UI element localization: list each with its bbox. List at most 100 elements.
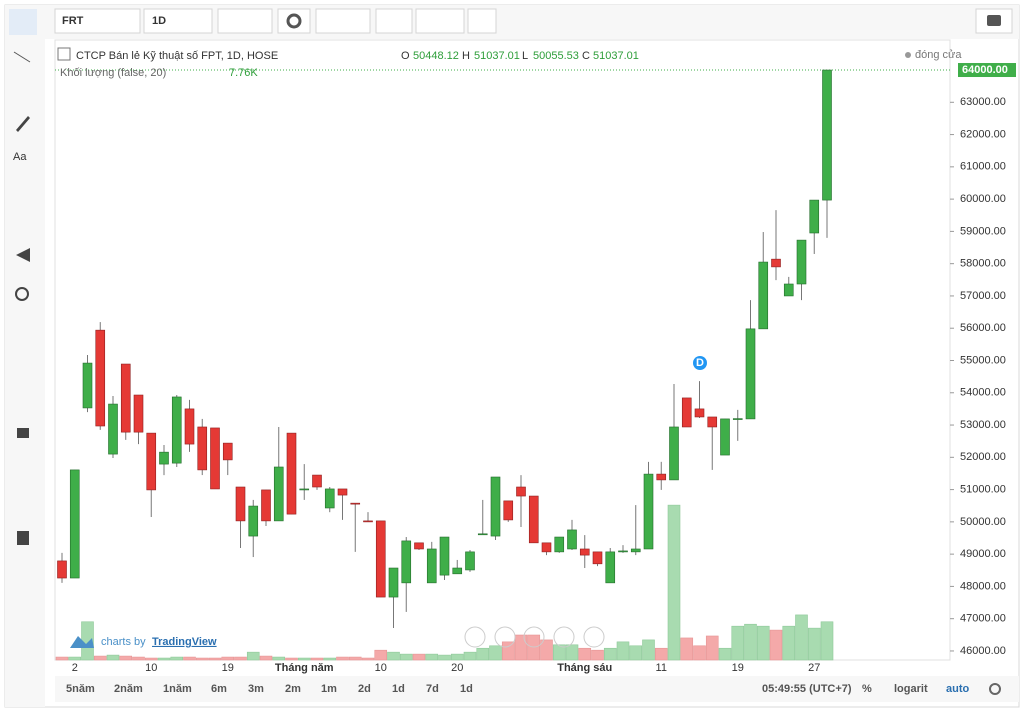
candle-body: [758, 261, 769, 330]
zoom-in-btn[interactable]: [553, 626, 575, 648]
last-price-label: 64000.00: [962, 64, 1008, 76]
volume-bar: [642, 639, 655, 661]
percent-btn[interactable]: %: [862, 683, 872, 695]
volume-bar: [399, 653, 413, 661]
crosshair-btn[interactable]: [9, 9, 37, 35]
camera-icon: [987, 15, 1001, 26]
y-tick-label: 61000.00: [960, 161, 1006, 173]
candle-body: [822, 69, 832, 201]
range-btn[interactable]: 6m: [211, 683, 227, 695]
candle-body: [669, 426, 679, 481]
event-marker[interactable]: [693, 356, 707, 370]
range-btn[interactable]: 5năm: [66, 683, 95, 695]
bottom-settings[interactable]: [989, 683, 1001, 695]
reset-btn[interactable]: [523, 626, 545, 648]
scroll-right-btn[interactable]: [583, 626, 605, 648]
zoom-tool[interactable]: [15, 287, 29, 301]
volume-bar: [144, 657, 158, 661]
watermark-prefix: charts by: [101, 636, 146, 648]
chart-style-btn[interactable]: [217, 8, 273, 34]
range-btn[interactable]: 1năm: [163, 683, 192, 695]
x-tick-label: 2: [72, 662, 78, 674]
x-tick-label: 27: [808, 662, 820, 674]
range-btn[interactable]: 2m: [285, 683, 301, 695]
interval-box[interactable]: [143, 8, 213, 34]
zoom-out-btn[interactable]: [494, 626, 516, 648]
text-tool[interactable]: Aa: [13, 151, 27, 163]
fullscreen-btn[interactable]: [467, 8, 497, 34]
candle-body: [159, 451, 169, 465]
settings-btn[interactable]: [277, 8, 311, 34]
compare-btn[interactable]: [375, 8, 413, 34]
candle-body: [82, 362, 93, 409]
range-btn[interactable]: 3m: [248, 683, 264, 695]
volume-bar: [450, 653, 464, 661]
range-btn[interactable]: 1d: [460, 683, 473, 695]
candle-body: [401, 540, 412, 584]
y-tick-label: 51000.00: [960, 483, 1006, 495]
x-tick-label: Tháng năm: [275, 662, 334, 674]
candle-body: [783, 283, 794, 297]
undo-redo[interactable]: [415, 8, 465, 34]
candle-body: [248, 505, 259, 537]
volume-bar: [463, 651, 477, 661]
range-btn[interactable]: 1d: [392, 683, 405, 695]
c-label: C: [582, 50, 590, 62]
volume-bar: [591, 649, 604, 661]
volume-bar: [132, 656, 145, 661]
candle-body: [210, 427, 220, 490]
volume-bar: [820, 621, 834, 661]
scroll-left-btn[interactable]: [464, 626, 486, 648]
brush-tool[interactable]: [16, 116, 30, 132]
candle-body: [630, 548, 641, 553]
range-btn[interactable]: 7d: [426, 683, 439, 695]
candle-body: [745, 328, 756, 420]
left-toolbar: [5, 39, 45, 707]
volume-bar: [323, 657, 337, 661]
candle-body: [184, 408, 195, 445]
x-tick-label: 19: [222, 662, 234, 674]
candle-body: [69, 469, 80, 579]
candle-body: [681, 397, 692, 428]
volume-bar: [705, 635, 719, 661]
l-value: 50055.53: [533, 50, 579, 62]
candle-body: [299, 488, 310, 491]
volume-bar: [501, 641, 515, 661]
range-btn[interactable]: 2năm: [114, 683, 143, 695]
range-btn[interactable]: 1m: [321, 683, 337, 695]
volume-bar: [157, 657, 171, 661]
collapse-btn[interactable]: [57, 47, 71, 61]
volume-bar: [769, 629, 783, 661]
x-tick-label: 11: [656, 662, 667, 674]
candle-body: [694, 408, 705, 418]
line-tool[interactable]: [13, 51, 31, 63]
candle-body: [490, 476, 501, 537]
y-tick-label: 50000.00: [960, 516, 1006, 528]
log-btn[interactable]: logarit: [894, 683, 928, 695]
y-tick-label: 57000.00: [960, 290, 1006, 302]
volume-bar: [756, 625, 770, 661]
watermark-brand[interactable]: TradingView: [152, 636, 217, 648]
lock-tool[interactable]: [17, 428, 29, 438]
volume-bar: [680, 637, 694, 661]
x-tick-label: Tháng sáu: [557, 662, 612, 674]
status: đóng cửa: [915, 49, 962, 61]
candle-body: [592, 551, 603, 565]
o-value: 50448.12: [413, 50, 459, 62]
range-btn[interactable]: 2d: [358, 683, 371, 695]
candle-body: [707, 416, 718, 428]
volume-bar: [616, 641, 630, 661]
candle-body: [528, 495, 539, 544]
indicators-btn[interactable]: [315, 8, 371, 34]
auto-btn[interactable]: auto: [946, 683, 970, 695]
symbol-box[interactable]: [54, 8, 141, 34]
trash-tool[interactable]: [17, 531, 29, 545]
volume-bar: [246, 651, 260, 661]
back-tool[interactable]: [16, 248, 30, 262]
series-title: CTCP Bán lẻ Kỹ thuật số FPT, 1D, HOSE: [76, 50, 278, 62]
x-tick-label: 10: [375, 662, 387, 674]
candle-body: [171, 396, 182, 464]
candle-body: [720, 418, 730, 456]
volume-bar: [425, 653, 439, 661]
y-tick-label: 62000.00: [960, 128, 1006, 140]
